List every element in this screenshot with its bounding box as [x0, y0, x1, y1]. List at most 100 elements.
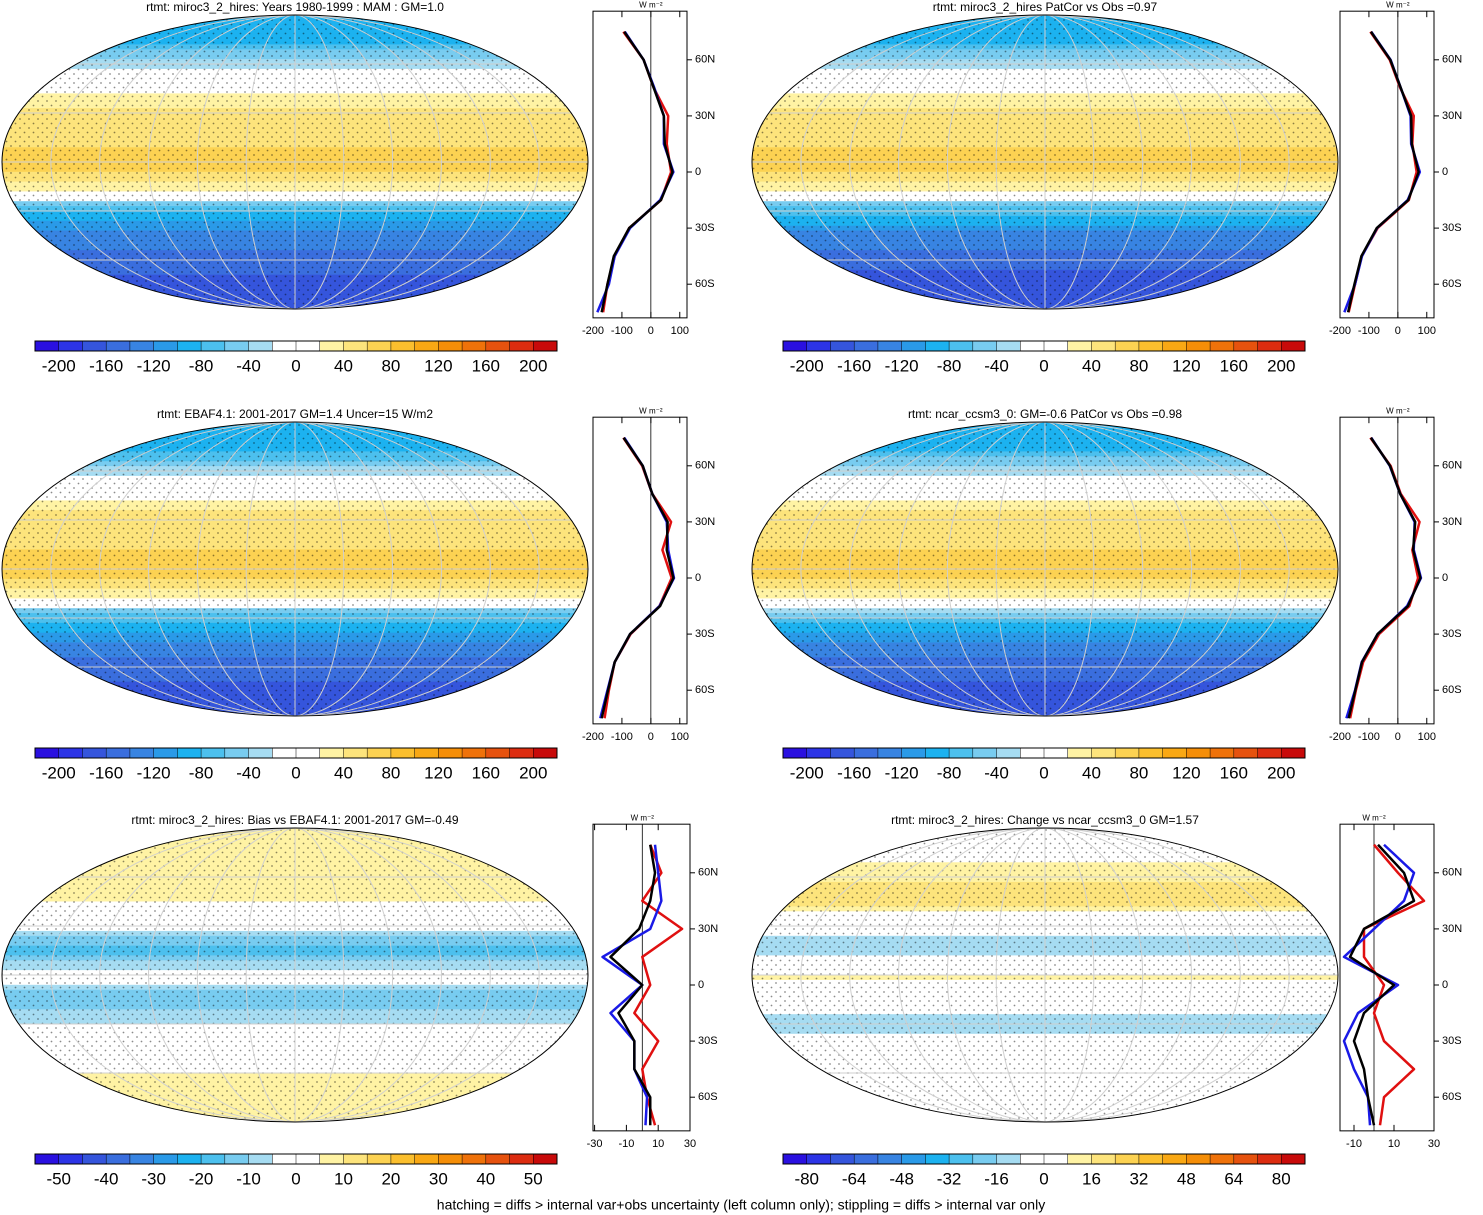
unit-label: W m⁻² [639, 406, 663, 415]
colorbar-box [319, 748, 344, 758]
colorbar-box [462, 1154, 487, 1164]
map-body [752, 422, 1338, 716]
map [1, 827, 589, 1123]
profile-frame [592, 10, 688, 319]
colorbar-box [296, 341, 321, 351]
colorbar-box [533, 748, 558, 758]
colorbar-label: 0 [291, 1169, 300, 1188]
colorbar-label: -10 [236, 1169, 261, 1188]
colorbar-box [996, 748, 1021, 758]
profile-line [1346, 31, 1420, 313]
colorbar-box [248, 748, 273, 758]
colorbar-label: -50 [46, 1169, 71, 1188]
profile-frame [1339, 10, 1435, 319]
colorbar-box [1186, 748, 1211, 758]
profile-line [633, 844, 684, 1126]
profile-line [600, 437, 675, 719]
colorbar-label: 40 [476, 1169, 495, 1188]
colorbar-box [177, 1154, 202, 1164]
x-tick-label: 100 [671, 731, 689, 743]
profile-line [1362, 843, 1426, 1126]
y-tick-label: 30S [1442, 628, 1462, 640]
y-tick-label: 30N [695, 516, 715, 528]
colorbar-label: -80 [937, 763, 962, 782]
colorbar-box [1210, 1154, 1235, 1164]
colorbar-box [783, 748, 808, 758]
profile-line [1348, 843, 1416, 1126]
profile-line [601, 31, 673, 313]
colorbar-label: 40 [1082, 763, 1101, 782]
colorbar-box [925, 341, 950, 351]
colorbar-box [1091, 748, 1116, 758]
y-tick-label: 60N [1442, 54, 1462, 66]
colorbar-box [177, 748, 202, 758]
y-tick-label: 30S [1442, 1035, 1462, 1047]
colorbar-box [201, 1154, 226, 1164]
unit-label: W m⁻² [639, 0, 663, 9]
colorbar-box [1210, 341, 1235, 351]
colorbar-label: -40 [236, 763, 261, 782]
colorbar-box [58, 341, 83, 351]
y-tick-label: 60N [698, 867, 718, 879]
y-tick-label: 60N [1442, 867, 1462, 879]
colorbar-label: 120 [424, 356, 452, 375]
colorbar-box [1281, 748, 1306, 758]
colorbar-box [272, 1154, 297, 1164]
colorbar-box [533, 1154, 558, 1164]
colorbar-label: 200 [1267, 763, 1295, 782]
profile-frame [592, 416, 688, 725]
colorbar-box [367, 1154, 392, 1164]
y-tick-label: 60S [1442, 684, 1462, 696]
colorbar-box [901, 748, 926, 758]
colorbar-box [533, 341, 558, 351]
colorbar-box [414, 341, 439, 351]
x-tick-label: -200 [1329, 325, 1351, 337]
colorbar-label: -48 [889, 1169, 914, 1188]
profile-line [609, 844, 657, 1126]
colorbar-box [129, 341, 154, 351]
colorbar-label: 16 [1082, 1169, 1101, 1188]
colorbar-box [806, 748, 831, 758]
profile-frame [592, 823, 691, 1132]
colorbar-label: -40 [236, 356, 261, 375]
colorbar-label: -80 [189, 356, 214, 375]
x-tick-label: 0 [648, 731, 654, 743]
colorbar-box [1186, 1154, 1211, 1164]
map-outline [1, 14, 589, 310]
x-tick-label: -10 [1346, 1138, 1362, 1150]
y-tick-label: 30N [698, 923, 718, 935]
colorbar-box [1067, 341, 1092, 351]
colorbar-label: -160 [89, 356, 123, 375]
colorbar-box [390, 341, 415, 351]
colorbar-box [1186, 341, 1211, 351]
colorbar-label: 0 [291, 356, 300, 375]
colorbar-box [153, 341, 178, 351]
profile-line [596, 31, 675, 313]
colorbar-box [972, 748, 997, 758]
colorbar-label: 64 [1224, 1169, 1243, 1188]
y-tick-label: 30S [698, 1035, 718, 1047]
map-outline [751, 421, 1339, 717]
colorbar-label: -200 [42, 356, 76, 375]
colorbar-box [129, 748, 154, 758]
map-outline [1, 421, 589, 717]
colorbar-label: 0 [1039, 763, 1048, 782]
colorbar-box [367, 341, 392, 351]
colorbar-box [106, 748, 131, 758]
map-body [2, 828, 588, 1122]
colorbar-box [1210, 748, 1235, 758]
colorbar-box [509, 1154, 534, 1164]
colorbar-label: 200 [519, 763, 547, 782]
colorbar-box [201, 341, 226, 351]
colorbar-box [1233, 341, 1258, 351]
colorbar-box [854, 1154, 879, 1164]
colorbar-box [414, 1154, 439, 1164]
colorbar-box [1281, 341, 1306, 351]
map [751, 14, 1339, 310]
y-tick-label: 0 [695, 572, 701, 584]
colorbar-box [414, 748, 439, 758]
colorbar-box [972, 341, 997, 351]
unit-label: W m⁻² [1386, 406, 1410, 415]
y-tick-label: 60S [1442, 1091, 1462, 1103]
